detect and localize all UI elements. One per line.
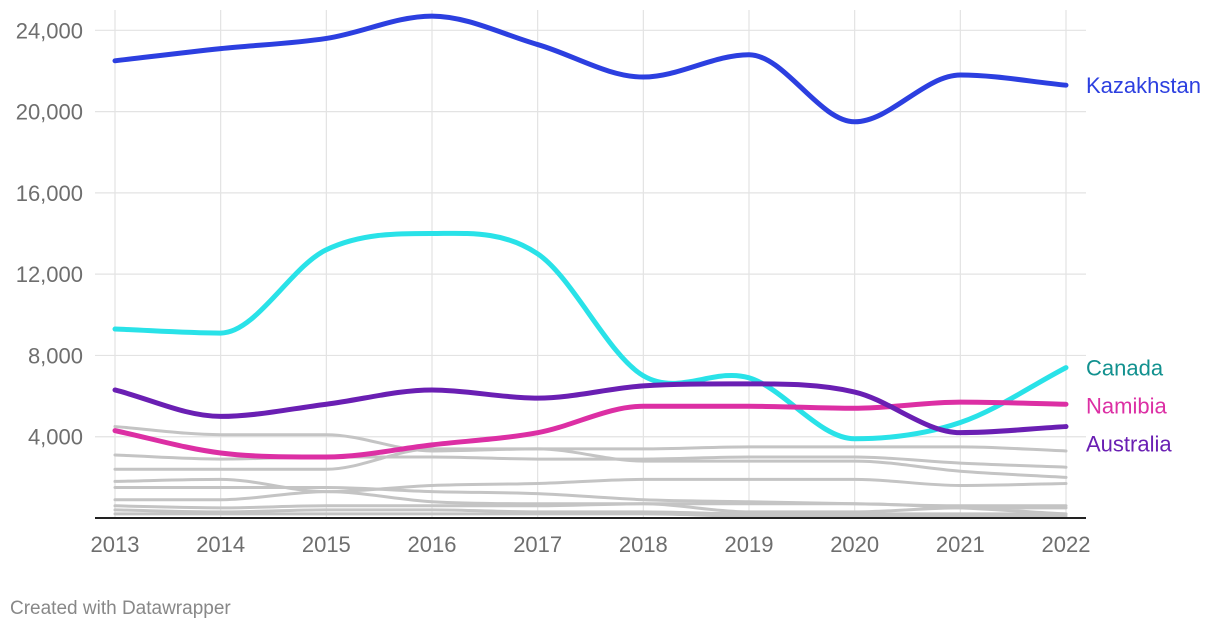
context-series-line-6 xyxy=(113,447,1068,479)
series-label-namibia: Namibia xyxy=(1086,394,1167,419)
y-tick-label: 12,000 xyxy=(16,262,83,287)
series-label-canada: Canada xyxy=(1086,356,1164,381)
y-tick-label: 8,000 xyxy=(28,343,83,368)
context-series-line-10 xyxy=(113,502,1068,514)
x-tick-label: 2020 xyxy=(830,532,879,557)
series-label-kazakhstan: Kazakhstan xyxy=(1086,73,1201,98)
context-series-line-4 xyxy=(113,425,1068,453)
context-series-line-11 xyxy=(113,508,1068,516)
x-tick-label: 2018 xyxy=(619,532,668,557)
series-line-namibia xyxy=(112,399,1069,460)
y-tick-label: 20,000 xyxy=(16,100,83,125)
series-line-kazakhstan xyxy=(112,13,1069,125)
context-series xyxy=(113,425,1068,518)
context-series-line-12 xyxy=(113,512,1068,518)
grid xyxy=(95,10,1086,518)
context-series-line-7 xyxy=(113,477,1068,494)
x-tick-label: 2015 xyxy=(302,532,351,557)
series-label-australia: Australia xyxy=(1086,432,1172,457)
y-tick-label: 4,000 xyxy=(28,425,83,450)
series-labels: Kazakhstan Canada Namibia Australia xyxy=(1086,73,1201,456)
x-tick-label: 2019 xyxy=(725,532,774,557)
x-tick-label: 2021 xyxy=(936,532,985,557)
chart-credit: Created with Datawrapper xyxy=(10,598,231,619)
series-line-australia xyxy=(112,381,1069,436)
axes: 4,000 8,000 12,000 16,000 20,000 24,000 2013 20… xyxy=(16,18,1091,557)
x-tick-label: 2014 xyxy=(196,532,245,557)
x-tick-label: 2022 xyxy=(1042,532,1091,557)
x-tick-label: 2016 xyxy=(408,532,457,557)
series-line-canada xyxy=(112,230,1069,442)
x-tick-label: 2013 xyxy=(91,532,140,557)
y-tick-label: 24,000 xyxy=(16,18,83,43)
highlighted-series xyxy=(112,13,1069,460)
x-tick-label: 2017 xyxy=(513,532,562,557)
y-tick-label: 16,000 xyxy=(16,181,83,206)
